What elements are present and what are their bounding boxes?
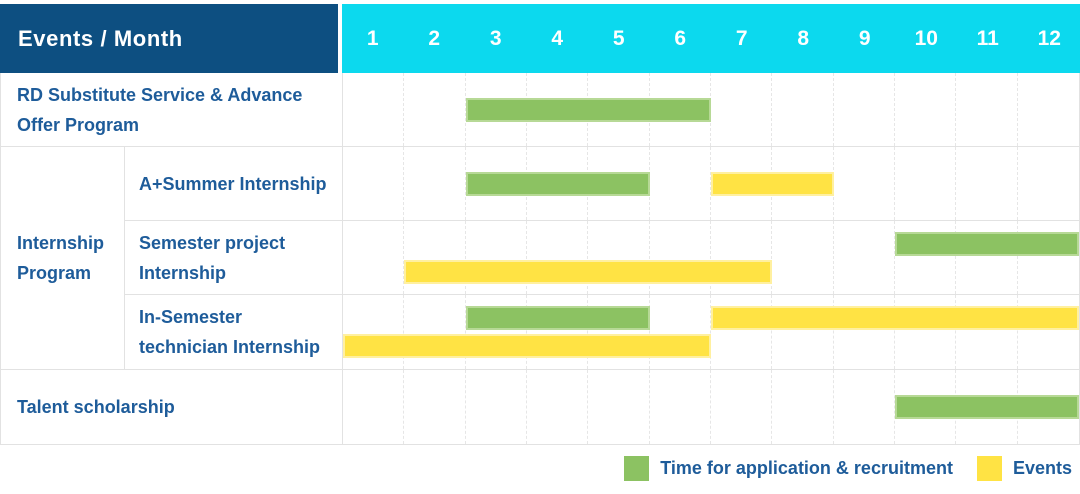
month-gridline bbox=[650, 221, 711, 294]
month-gridline bbox=[650, 370, 711, 444]
month-header-cell: 8 bbox=[797, 26, 810, 50]
month-header-cell: 9 bbox=[858, 26, 871, 50]
month-gridline bbox=[527, 221, 589, 294]
month-gridline bbox=[343, 370, 405, 444]
month-header-band: 1 2 3 4 5 6 7 8 9 10 11 12 bbox=[342, 4, 1080, 73]
legend-label: Time for application & recruitment bbox=[660, 458, 953, 478]
month-gridline bbox=[1018, 73, 1079, 146]
row-label: RD Substitute Service & Advance Offer Pr… bbox=[17, 84, 303, 135]
month-gridline bbox=[772, 370, 834, 444]
month-gridline bbox=[834, 147, 895, 220]
month-header-cell: 12 bbox=[1037, 26, 1061, 50]
month-gridline bbox=[1018, 147, 1079, 220]
table-body: RD Substitute Service & Advance Offer Pr… bbox=[0, 73, 1080, 445]
month-gridline bbox=[711, 295, 773, 369]
month-gridline bbox=[772, 73, 834, 146]
month-gridline bbox=[834, 73, 895, 146]
month-gridline bbox=[343, 147, 405, 220]
gantt-bar-yellow bbox=[343, 334, 711, 358]
group-label: Internship Program bbox=[17, 233, 105, 283]
subrow-label: In-Semester technician Internship bbox=[124, 295, 342, 369]
legend-item-yellow: Events bbox=[976, 456, 1072, 481]
month-gridline bbox=[527, 295, 589, 369]
month-gridline bbox=[834, 221, 895, 294]
month-gridline bbox=[404, 370, 466, 444]
month-header-cell: 3 bbox=[489, 26, 502, 50]
legend-item-green: Time for application & recruitment bbox=[624, 456, 953, 481]
timeline-cell bbox=[342, 73, 1079, 146]
legend-label: Events bbox=[1012, 458, 1072, 478]
table-row: RD Substitute Service & Advance Offer Pr… bbox=[1, 73, 1079, 147]
month-gridline bbox=[343, 73, 405, 146]
month-header-cell: 2 bbox=[428, 26, 441, 50]
gantt-bar-green bbox=[895, 395, 1079, 419]
gantt-bar-green bbox=[465, 306, 650, 330]
month-header-cell: 11 bbox=[976, 26, 999, 50]
table-subrow: In-Semester technician Internship bbox=[124, 295, 1079, 369]
month-gridline bbox=[895, 221, 957, 294]
month-gridline bbox=[404, 73, 466, 146]
month-gridline bbox=[895, 295, 957, 369]
month-gridline bbox=[404, 147, 466, 220]
month-gridline bbox=[711, 221, 773, 294]
month-gridline bbox=[466, 370, 527, 444]
month-gridline bbox=[466, 295, 527, 369]
month-gridline bbox=[711, 370, 773, 444]
month-gridline bbox=[772, 221, 834, 294]
month-gridline bbox=[404, 221, 466, 294]
month-gridline bbox=[588, 370, 650, 444]
legend-swatch-green bbox=[624, 456, 650, 481]
legend-swatch-yellow bbox=[976, 456, 1002, 481]
month-header-cell: 10 bbox=[914, 26, 938, 50]
month-gridline bbox=[711, 73, 773, 146]
timeline-cell bbox=[342, 221, 1079, 294]
timeline-cell bbox=[342, 370, 1079, 444]
table-header-row: Events / Month 1 2 3 4 5 6 7 8 9 10 11 12 bbox=[0, 4, 1080, 73]
gantt-bar-yellow bbox=[404, 260, 773, 284]
subrow-label: Semester project Internship bbox=[124, 221, 342, 294]
month-header-cell: 6 bbox=[674, 26, 687, 50]
month-header-cell: 4 bbox=[551, 26, 564, 50]
gantt-bar-green bbox=[465, 97, 711, 122]
month-header-cell: 5 bbox=[612, 26, 625, 50]
table-title: Events / Month bbox=[0, 4, 338, 73]
month-gridline bbox=[772, 295, 834, 369]
month-header-cell: 1 bbox=[366, 26, 379, 50]
month-gridline bbox=[956, 147, 1018, 220]
subrow-label: A+Summer Internship bbox=[124, 147, 342, 220]
month-gridline bbox=[527, 370, 589, 444]
gantt-bar-green bbox=[465, 171, 650, 196]
gantt-bar-green bbox=[895, 232, 1079, 256]
legend: Time for application & recruitment Events bbox=[624, 456, 1072, 481]
table-row: Talent scholarship bbox=[1, 370, 1079, 444]
month-gridline bbox=[956, 295, 1018, 369]
header-divider bbox=[338, 4, 342, 73]
row-label: Talent scholarship bbox=[17, 397, 175, 417]
month-gridline bbox=[956, 221, 1018, 294]
month-header-cell: 7 bbox=[735, 26, 748, 50]
month-gridline bbox=[650, 147, 711, 220]
timeline-cell bbox=[342, 295, 1079, 369]
events-month-table: Events / Month 1 2 3 4 5 6 7 8 9 10 11 12 RD Substi… bbox=[0, 4, 1080, 445]
month-gridline bbox=[404, 295, 466, 369]
group-subrows: A+Summer Internship Semester project Inte… bbox=[124, 147, 1079, 369]
month-gridline bbox=[588, 221, 650, 294]
timeline-cell bbox=[342, 147, 1079, 220]
month-gridline bbox=[956, 73, 1018, 146]
month-gridline bbox=[343, 221, 405, 294]
table-subrow: Semester project Internship bbox=[124, 221, 1079, 295]
month-gridline bbox=[650, 295, 711, 369]
gantt-bar-yellow bbox=[711, 171, 834, 196]
month-gridline bbox=[834, 370, 895, 444]
table-subrow: A+Summer Internship bbox=[124, 147, 1079, 221]
gantt-bar-yellow bbox=[711, 306, 1079, 330]
month-gridline bbox=[895, 73, 957, 146]
month-gridline bbox=[466, 221, 527, 294]
month-gridline bbox=[588, 295, 650, 369]
table-group-row: Internship Program A+Summer Internship Sem… bbox=[1, 147, 1079, 370]
month-gridline bbox=[895, 147, 957, 220]
month-gridline bbox=[343, 295, 405, 369]
month-gridline bbox=[834, 295, 895, 369]
